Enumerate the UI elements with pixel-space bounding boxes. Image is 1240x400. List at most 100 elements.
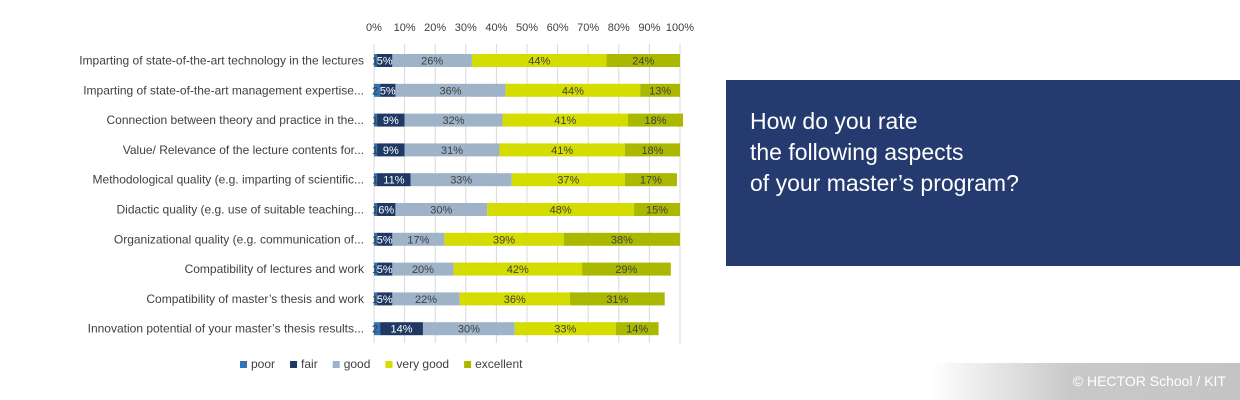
bar-segment-excellent <box>606 54 680 67</box>
question-line-3: of your master’s program? <box>750 170 1019 196</box>
data-label: 31% <box>441 145 463 157</box>
data-label: 9% <box>383 115 399 127</box>
bar-segment-fair <box>377 143 405 157</box>
data-label: 44% <box>562 85 584 97</box>
data-label: 11% <box>383 175 404 187</box>
x-tick-label: 100% <box>666 22 694 34</box>
data-label: 17% <box>640 175 662 187</box>
bar-segment-fair <box>377 173 411 187</box>
bar-segment-poor <box>374 143 378 157</box>
bar-segment-fair <box>377 262 393 276</box>
data-label: 33% <box>554 324 576 336</box>
legend-swatch <box>464 361 472 368</box>
data-label: 44% <box>528 56 550 68</box>
data-label: 39% <box>493 234 515 246</box>
data-label: 14% <box>626 324 648 336</box>
data-label: 22% <box>415 294 437 306</box>
category-label: Connection between theory and practice i… <box>107 113 365 127</box>
data-label: 32% <box>443 115 465 127</box>
data-label: 33% <box>450 175 472 187</box>
bar-segment-fair <box>380 322 423 336</box>
data-label: 41% <box>551 145 573 157</box>
data-label: 26% <box>421 56 443 68</box>
data-label: 1 <box>372 294 378 306</box>
x-tick-label: 40% <box>485 22 507 34</box>
category-label: Innovation potential of your master’s th… <box>88 322 364 336</box>
x-tick-label: 20% <box>424 22 446 34</box>
legend-label: very good <box>396 357 449 371</box>
bar-segment-very-good <box>459 292 570 306</box>
bar-segment-very-good <box>505 83 641 97</box>
bar-segment-very-good <box>511 173 625 187</box>
x-tick-label: 10% <box>394 22 416 34</box>
data-label: 13% <box>649 85 671 97</box>
data-label: 1 <box>372 234 378 246</box>
bar-segment-good <box>404 143 500 157</box>
bar-segment-very-good <box>502 113 628 127</box>
bar-segment-poor <box>374 292 378 306</box>
data-label: 15% <box>646 205 668 217</box>
bar-segment-poor <box>374 83 381 97</box>
data-label: 31% <box>606 294 628 306</box>
legend: poor fair good very good excellent <box>240 357 523 371</box>
question-line-2: the following aspects <box>750 139 964 165</box>
data-label: 18% <box>641 145 663 157</box>
category-label: Didactic quality (e.g. use of suitable t… <box>117 203 364 217</box>
data-label: 5% <box>377 294 393 306</box>
category-label: Organizational quality (e.g. communicati… <box>114 232 364 246</box>
category-labels: Imparting of state-of-the-art technology… <box>79 54 365 336</box>
bar-segment-fair <box>377 203 396 216</box>
question-panel: How do you rate the following aspects of… <box>726 80 1240 266</box>
bar-segment-excellent <box>627 113 684 127</box>
bar-segment-excellent <box>634 203 680 216</box>
bar-segment-poor <box>374 322 381 336</box>
bar-segment-fair <box>377 54 393 67</box>
data-label: 1 <box>372 205 378 217</box>
category-label: Compatibility of master’s thesis and wor… <box>146 292 365 306</box>
legend-swatch <box>290 361 298 368</box>
x-tick-label: 70% <box>577 22 599 34</box>
bar-segment-poor <box>374 113 378 127</box>
bar-segment-good <box>392 232 445 246</box>
data-label: 38% <box>611 234 633 246</box>
data-label: 41% <box>554 115 576 127</box>
legend-label: fair <box>301 357 318 371</box>
category-label: Compatibility of lectures and work <box>185 262 365 276</box>
data-label: 30% <box>430 205 452 217</box>
bar-segment-excellent <box>569 292 665 306</box>
data-label: 5% <box>377 264 393 276</box>
bar-segment-poor <box>374 232 378 246</box>
x-tick-label: 80% <box>608 22 630 34</box>
bar-segment-very-good <box>444 232 564 246</box>
bar-segment-poor <box>374 54 378 67</box>
bar-segment-good <box>392 262 454 276</box>
question-line-1: How do you rate <box>750 108 918 134</box>
stacked-bar-chart: 0% 10% 20% 30% 40% 50% 60% 70% 80% 90% 100% Impart… <box>79 22 694 371</box>
bar-segment-excellent <box>615 322 659 336</box>
bar-segment-excellent <box>624 173 677 187</box>
bar-segment-excellent <box>563 232 680 246</box>
bar-segment-very-good <box>471 54 607 67</box>
bar-segment-good <box>395 203 488 216</box>
data-label: 1 <box>372 175 378 187</box>
credit-bar: © HECTOR School / KIT <box>930 363 1240 400</box>
bar-segment-very-good <box>499 143 625 157</box>
data-label: 14% <box>391 324 413 336</box>
category-label: Imparting of state-of-the-art technology… <box>79 54 364 68</box>
bar-segment-very-good <box>487 203 635 216</box>
legend-swatch <box>332 361 340 368</box>
data-label: 20% <box>412 264 434 276</box>
data-label: 2 <box>372 85 378 97</box>
category-label: Imparting of state-of-the-art management… <box>83 83 364 97</box>
data-label: 2 <box>372 324 378 336</box>
bar-segment-poor <box>374 262 378 276</box>
data-label: 18% <box>645 115 667 127</box>
bar-segment-good <box>392 292 460 306</box>
data-label: 5% <box>377 56 393 68</box>
data-label: 5% <box>380 85 396 97</box>
bar-segment-good <box>410 173 512 187</box>
bar-segment-good <box>392 54 472 67</box>
category-label: Value/ Relevance of the lecture contents… <box>123 143 364 157</box>
bar-segment-excellent <box>624 143 680 157</box>
bar-segment-fair <box>377 292 393 306</box>
